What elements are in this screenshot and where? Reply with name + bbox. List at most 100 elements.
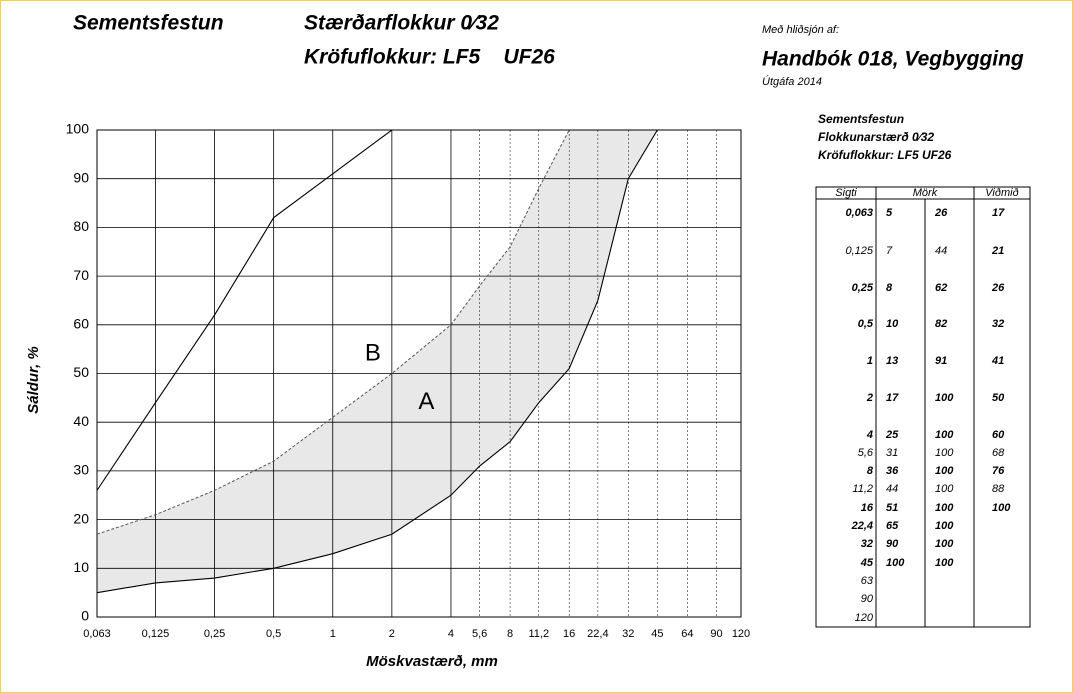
table-cell: 100 — [935, 520, 954, 532]
table-header: Viðmið — [985, 187, 1018, 199]
table-cell: 91 — [935, 355, 947, 367]
x-tick-label: 64 — [681, 628, 693, 640]
table-cell: 0,125 — [845, 245, 873, 257]
table-cell: 100 — [935, 483, 954, 495]
series-line — [96, 129, 658, 491]
product: Sementsfestun — [73, 12, 224, 35]
table-cell: 90 — [861, 593, 874, 605]
x-tick-label: 0,25 — [204, 628, 225, 640]
table-cell: 62 — [935, 282, 947, 294]
table-cell: 11,2 — [852, 483, 873, 495]
table-cell: 50 — [992, 392, 1005, 404]
x-tick-label: 8 — [507, 628, 513, 640]
table-cell: 13 — [886, 355, 898, 367]
ref-edition: Útgáfa 2014 — [762, 75, 822, 88]
table-caption: Flokkunarstærð 0⁄32 — [818, 130, 934, 144]
x-tick-label: 120 — [732, 628, 750, 640]
x-tick-label: 1 — [330, 628, 336, 640]
x-tick-label: 4 — [448, 628, 454, 640]
table-header: Sigti — [835, 187, 857, 199]
table-cell: 76 — [992, 465, 1005, 477]
table-cell: 1 — [867, 355, 873, 367]
x-tick-label: 0,063 — [83, 628, 111, 640]
x-tick-label: 90 — [710, 628, 722, 640]
band-fill — [97, 130, 658, 593]
table-cell: 63 — [861, 575, 874, 587]
table-cell: 5,6 — [858, 447, 874, 459]
x-tick-label: 11,2 — [528, 628, 549, 640]
y-tick-label: 100 — [66, 121, 90, 137]
y-tick-label: 90 — [73, 169, 89, 185]
table-cell: 26 — [934, 207, 948, 219]
table-cell: 88 — [992, 483, 1005, 495]
table-cell: 0,25 — [852, 282, 874, 294]
ref-title: Handbók 018, Vegbygging — [762, 48, 1024, 71]
y-tick-label: 60 — [73, 316, 89, 332]
table-cell: 17 — [886, 392, 899, 404]
table-cell: 31 — [886, 447, 898, 459]
size-class: Stærðarflokkur 0⁄32 — [304, 12, 499, 35]
table-cell: 2 — [866, 392, 873, 404]
table-cell: 100 — [992, 502, 1011, 514]
y-tick-label: 30 — [73, 462, 89, 478]
table-cell: 100 — [935, 557, 954, 569]
table-cell: 45 — [860, 557, 874, 569]
annotation: B — [365, 339, 381, 366]
table-cell: 17 — [992, 207, 1005, 219]
x-tick-label: 5,6 — [472, 628, 487, 640]
table-cell: 65 — [886, 520, 899, 532]
table-cell: 5 — [886, 207, 893, 219]
table-cell: 0,063 — [845, 207, 873, 219]
table-cell: 16 — [861, 502, 874, 514]
x-tick-label: 0,5 — [266, 628, 281, 640]
y-tick-label: 10 — [73, 559, 89, 575]
table-cell: 82 — [935, 318, 947, 330]
x-tick-label: 2 — [389, 628, 395, 640]
req-class: Kröfuflokkur: LF5 UF26 — [304, 46, 555, 69]
table-cell: 4 — [866, 429, 873, 441]
table-cell: 10 — [886, 318, 899, 330]
table-cell: 90 — [886, 538, 899, 550]
y-tick-label: 50 — [73, 364, 89, 380]
table-cell: 100 — [935, 465, 954, 477]
series-line — [96, 129, 658, 594]
table-cell: 8 — [867, 465, 874, 477]
x-tick-label: 0,125 — [142, 628, 170, 640]
table-header: Mörk — [913, 187, 938, 199]
y-tick-label: 0 — [81, 608, 89, 624]
y-axis-title: Sáldur, % — [25, 346, 42, 414]
table-cell: 8 — [886, 282, 893, 294]
y-tick-label: 80 — [73, 218, 89, 234]
table-cell: 68 — [992, 447, 1005, 459]
x-tick-label: 45 — [651, 628, 663, 640]
table-cell: 60 — [992, 429, 1005, 441]
y-tick-label: 40 — [73, 413, 89, 429]
table-cell: 7 — [886, 245, 893, 257]
table-cell: 51 — [886, 502, 898, 514]
table-cell: 100 — [935, 392, 954, 404]
table-cell: 0,5 — [858, 318, 874, 330]
table-cell: 100 — [935, 429, 954, 441]
table-frame — [815, 186, 1031, 628]
table-caption: Kröfuflokkur: LF5 UF26 — [818, 148, 952, 162]
table-cell: 100 — [935, 538, 954, 550]
table-cell: 100 — [935, 502, 954, 514]
table-cell: 25 — [885, 429, 899, 441]
x-tick-label: 22,4 — [587, 628, 608, 640]
table-cell: 120 — [855, 612, 874, 624]
x-tick-label: 16 — [563, 628, 575, 640]
table-cell: 22,4 — [851, 520, 873, 532]
table-cell: 26 — [991, 282, 1005, 294]
x-axis-title: Möskvastærð, mm — [366, 653, 498, 670]
table-cell: 41 — [991, 355, 1004, 367]
y-tick-label: 20 — [73, 510, 89, 526]
y-tick-label: 70 — [73, 267, 89, 283]
table-cell: 36 — [886, 465, 899, 477]
x-tick-label: 32 — [622, 628, 634, 640]
table-cell: 44 — [935, 245, 947, 257]
table-cell: 32 — [992, 318, 1004, 330]
ref-intro: Með hliðsjón af: — [762, 24, 839, 36]
table-cell: 32 — [861, 538, 873, 550]
table-cell: 21 — [991, 245, 1004, 257]
